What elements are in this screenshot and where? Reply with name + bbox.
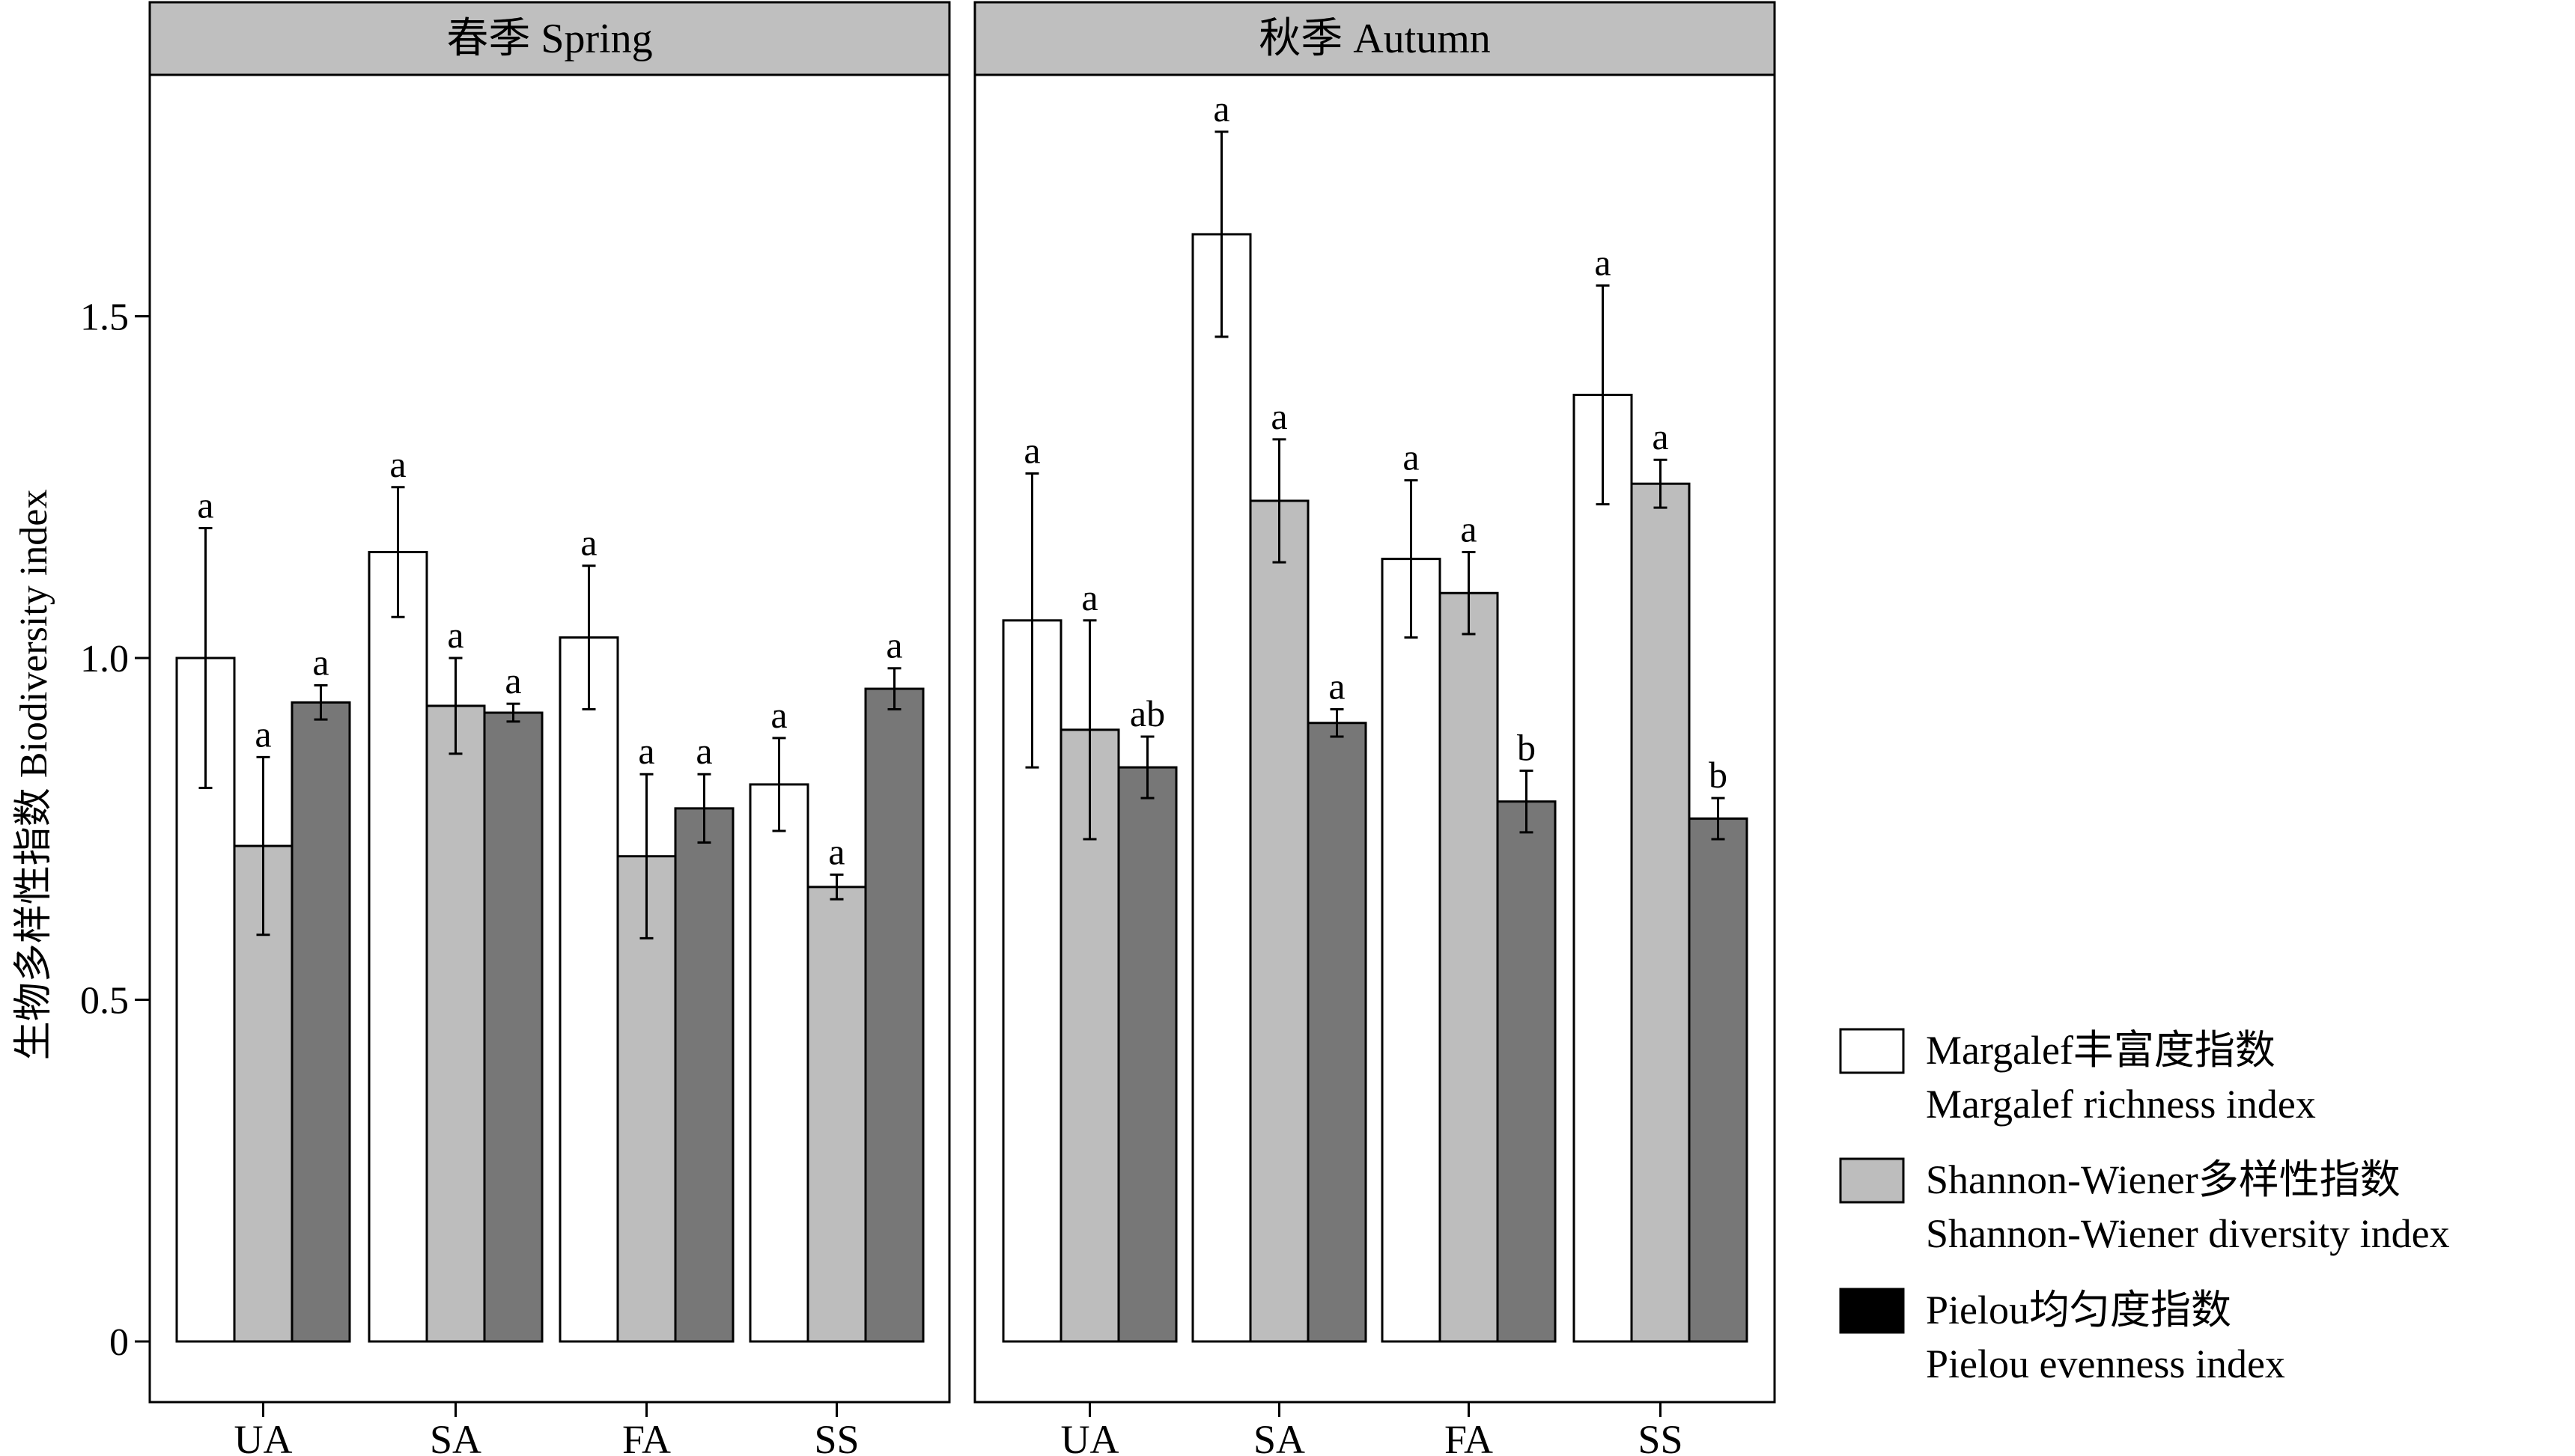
bar [1191,233,1252,1343]
y-axis: 0 0.5 1.0 1.5 [80,296,150,1364]
significance-letter: a [447,614,463,656]
significance-letter: a [1402,436,1419,478]
bar [291,701,351,1343]
bar [1117,766,1178,1343]
bar [1307,722,1367,1343]
bar [1688,817,1748,1343]
legend-swatch [1839,1157,1905,1204]
legend-label-en: Shannon-Wiener diversity index [1926,1211,2450,1256]
legend-label: Pielou均匀度指数 [1926,1288,2231,1332]
significance-letter: a [1328,665,1345,707]
significance-letter: a [770,694,787,736]
bar [749,783,809,1343]
x-tick-label: FA [622,1417,671,1456]
x-tick-label: SA [430,1417,481,1456]
bar [674,807,735,1343]
legend-swatch [1839,1028,1905,1074]
x-tick-label: UA [1061,1417,1119,1456]
significance-letter: a [638,730,654,772]
significance-letter: a [1024,429,1040,471]
bar [1630,482,1691,1343]
x-tick-label: FA [1444,1417,1493,1456]
legend-label-en: Pielou evenness index [1926,1341,2285,1386]
significance-letter: a [312,642,329,683]
panel-title: 秋季 Autumn [1259,16,1491,62]
bar [1438,591,1499,1343]
significance-letter: a [389,443,406,485]
significance-letter: a [1652,415,1668,457]
bar [1572,393,1633,1343]
legend-label: Shannon-Wiener多样性指数 [1926,1157,2401,1202]
bar [1496,800,1557,1343]
significance-letter: a [1460,508,1477,549]
legend: Margalef丰富度指数 Margalef richness index Shan… [1839,1028,2450,1386]
y-tick-label: 1.5 [80,296,129,339]
significance-letter: a [696,730,712,772]
panel-title: 春季 Spring [446,16,652,62]
significance-letter: a [1594,241,1611,283]
bar [806,886,867,1343]
significance-letter: a [1271,395,1287,437]
bar [1249,499,1310,1343]
significance-letter: ab [1130,692,1165,734]
bar [368,550,428,1343]
x-tick-label: SA [1253,1417,1305,1456]
panel-header [148,1,951,76]
x-tick-label: SS [814,1417,859,1456]
panel-header [973,1,1776,76]
y-tick-label: 0.5 [80,980,129,1023]
significance-letter: a [505,660,521,701]
significance-letter: a [828,830,845,872]
significance-letter: a [886,624,902,666]
legend-swatch [1839,1288,1905,1334]
legend-label: Margalef丰富度指数 [1926,1028,2275,1073]
significance-letter: b [1709,754,1727,796]
bar [1381,558,1441,1343]
x-tick-label: UA [234,1417,293,1456]
significance-letter: a [1081,576,1098,618]
legend-label-en: Margalef richness index [1926,1082,2316,1127]
bar [483,711,544,1343]
y-tick-label: 1.0 [80,638,129,680]
bar [864,687,925,1343]
significance-letter: b [1517,727,1536,769]
bar [425,704,486,1343]
panel-frame [148,73,951,1404]
y-axis-label: 生物多样性指数 Biodiversity index [13,490,55,1061]
significance-letter: a [255,713,271,755]
bar [1002,619,1062,1343]
significance-letter: a [197,484,213,526]
bar [559,636,619,1343]
significance-letter: a [580,522,597,564]
significance-letter: a [1213,88,1229,130]
panel-frame [973,73,1776,1404]
x-tick-label: SS [1638,1417,1682,1456]
y-tick-label: 0 [109,1321,129,1364]
